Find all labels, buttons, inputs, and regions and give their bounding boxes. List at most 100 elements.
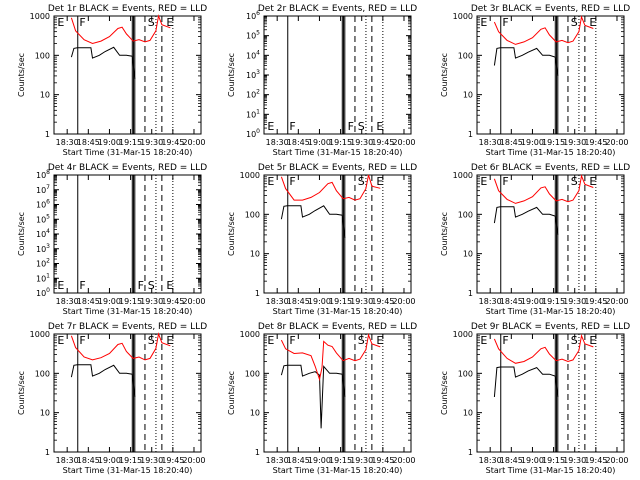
panel-title: Det 9r BLACK = Events, RED = LLD [471, 322, 630, 332]
event-marker-letter: F [79, 279, 85, 292]
event-marker-letter: E [376, 175, 383, 188]
x-tick-label: 19:30 [140, 456, 163, 465]
y-axis-label: Counts/sec [227, 212, 236, 256]
y-tick-label: 100 [458, 51, 473, 60]
y-tick-label: 100 [458, 369, 473, 378]
y-axis-label: Counts/sec [440, 53, 449, 97]
event-marker-letter: E [57, 334, 64, 347]
event-marker-letter: F [348, 120, 354, 133]
series-line-events [70, 46, 136, 80]
x-tick-label: 19:00 [521, 456, 544, 465]
x-axis-label: Start Time (31-Mar-15 18:20:40) [486, 307, 616, 316]
x-tick-label: 18:45 [500, 138, 523, 147]
panel-title: Det 7r BLACK = Events, RED = LLD [48, 322, 207, 332]
event-marker-letter: F [289, 120, 295, 133]
y-tick-label: 100 [245, 210, 260, 219]
x-tick-label: 19:15 [542, 297, 565, 306]
x-axis-label: Start Time (31-Mar-15 18:20:40) [63, 307, 193, 316]
plot-frame [476, 15, 625, 135]
x-tick-label: 20:00 [392, 138, 415, 147]
y-tick-label: 100 [245, 369, 260, 378]
x-tick-label: 19:45 [371, 297, 394, 306]
y-axis-label: Counts/sec [17, 53, 26, 97]
y-tick-label: 101 [246, 108, 260, 119]
event-marker-letter: E [57, 279, 64, 292]
y-tick-label: 104 [246, 49, 260, 60]
y-tick-label: 1000 [30, 12, 50, 21]
y-tick-label: 1 [255, 448, 260, 457]
event-marker-letter: S [571, 175, 578, 188]
event-marker-letter: S [571, 334, 578, 347]
y-tick-label: 1 [255, 289, 260, 298]
y-tick-label: 10 [463, 91, 473, 100]
series-line-events [70, 364, 136, 398]
x-tick-label: 19:45 [584, 138, 607, 147]
event-marker-letter: S [571, 16, 578, 29]
event-marker-letter: E [376, 120, 383, 133]
series-line-events [493, 206, 559, 235]
x-tick-label: 19:15 [542, 138, 565, 147]
event-marker-letter: S [148, 334, 155, 347]
x-tick-label: 18:45 [77, 138, 100, 147]
x-tick-label: 20:00 [605, 456, 628, 465]
x-tick-label: 19:15 [119, 297, 142, 306]
y-tick-label: 10 [40, 91, 50, 100]
event-marker-letter: E [589, 16, 596, 29]
x-tick-label: 19:00 [308, 297, 331, 306]
series-line-lld [280, 333, 381, 382]
x-tick-label: 19:45 [584, 297, 607, 306]
y-tick-label: 1 [45, 130, 50, 139]
y-tick-label: 106 [246, 10, 260, 21]
x-tick-label: 18:45 [77, 297, 100, 306]
y-tick-label: 1000 [453, 171, 473, 180]
x-tick-label: 19:00 [308, 138, 331, 147]
panel-title: Det 2r BLACK = Events, RED = LLD [258, 4, 417, 14]
x-tick-label: 19:00 [521, 138, 544, 147]
event-marker-letter: S [358, 334, 365, 347]
panel-title: Det 6r BLACK = Events, RED = LLD [471, 163, 630, 173]
y-tick-label: 1000 [30, 330, 50, 339]
panel-title: Det 3r BLACK = Events, RED = LLD [471, 4, 630, 14]
event-marker-letter: E [267, 334, 274, 347]
x-tick-label: 19:30 [350, 297, 373, 306]
x-tick-label: 19:15 [329, 138, 352, 147]
y-axis-label: Counts/sec [440, 371, 449, 415]
event-marker-letter: F [79, 334, 85, 347]
event-marker-letter: E [166, 279, 173, 292]
y-tick-label: 1 [468, 130, 473, 139]
event-marker-letter: S [358, 175, 365, 188]
panel-title: Det 1r BLACK = Events, RED = LLD [48, 4, 207, 14]
event-marker-letter: F [138, 279, 144, 292]
x-tick-label: 18:45 [287, 297, 310, 306]
series-line-events [280, 364, 346, 429]
x-tick-label: 19:30 [140, 297, 163, 306]
y-tick-label: 10 [250, 409, 260, 418]
x-tick-label: 18:30 [479, 138, 502, 147]
y-tick-label: 106 [36, 199, 50, 210]
x-tick-label: 19:15 [119, 456, 142, 465]
plot-frame [53, 174, 202, 294]
x-tick-label: 18:45 [500, 297, 523, 306]
plot-frame [53, 15, 202, 135]
event-marker-letter: E [480, 334, 487, 347]
y-tick-label: 107 [36, 184, 50, 195]
series-line-lld [280, 174, 381, 201]
x-tick-label: 19:15 [119, 138, 142, 147]
series-line-lld [70, 14, 171, 45]
x-tick-label: 19:15 [329, 297, 352, 306]
x-tick-label: 18:45 [287, 138, 310, 147]
x-tick-label: 18:45 [287, 456, 310, 465]
event-marker-letter: S [148, 279, 155, 292]
y-tick-label: 102 [36, 258, 50, 269]
x-tick-label: 18:30 [266, 456, 289, 465]
event-marker-letter: E [376, 334, 383, 347]
x-tick-label: 19:30 [140, 138, 163, 147]
x-axis-label: Start Time (31-Mar-15 18:20:40) [63, 148, 193, 157]
y-axis-label: Counts/sec [17, 371, 26, 415]
y-tick-label: 10 [40, 409, 50, 418]
y-tick-label: 100 [36, 287, 50, 298]
series-line-lld [493, 15, 594, 45]
x-tick-label: 19:00 [308, 456, 331, 465]
